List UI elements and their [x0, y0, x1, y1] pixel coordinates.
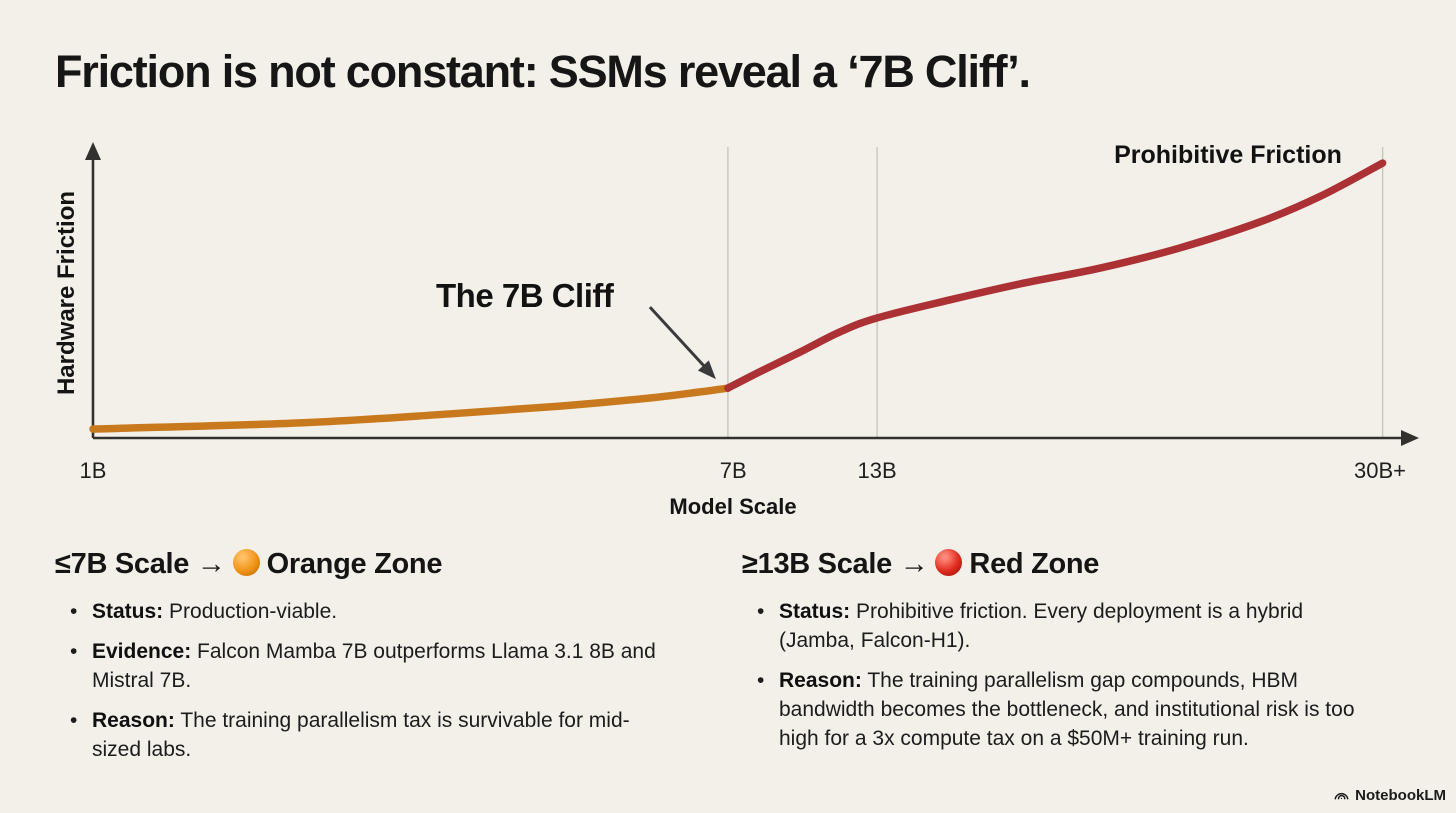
cliff-arrow [648, 306, 709, 371]
y-axis-label: Hardware Friction [53, 190, 80, 396]
list-item: Reason: The training parallelism tax is … [69, 706, 667, 764]
zone-name: Orange Zone [266, 548, 443, 580]
cliff-arrowhead [697, 360, 716, 380]
orange-circle-icon [232, 549, 260, 576]
x-axis-label: Model Scale [669, 494, 797, 519]
orange-zone-friction-curve [89, 384, 732, 433]
list-item: Status: Prohibitive friction. Every depl… [756, 597, 1378, 655]
x-tick-7b: 7B [719, 458, 747, 483]
x-tick-30b+: 30B+ [1354, 458, 1406, 483]
red-zone-heading: ≥13B Scale → Red Zone [742, 548, 1378, 581]
prohibitive-friction-label: Prohibitive Friction [1114, 141, 1342, 169]
cliff-annotation-label: The 7B Cliff [436, 277, 614, 314]
zone-scale-prefix: ≤7B Scale → [55, 548, 226, 580]
x-axis-arrowhead [1401, 430, 1419, 446]
orange-zone-column: ≤7B Scale → Orange Zone Status: Productio… [55, 548, 667, 775]
orange-zone-heading: ≤7B Scale → Orange Zone [55, 548, 667, 581]
footer-brand: NotebookLM [1355, 787, 1446, 804]
x-tick-13b: 13B [857, 458, 897, 483]
slide-title: Friction is not constant: SSMs reveal a … [55, 46, 1031, 97]
red-circle-icon [935, 549, 963, 576]
red-zone-bullets: Status: Prohibitive friction. Every depl… [756, 597, 1378, 753]
red-zone-friction-curve [724, 159, 1387, 392]
footer: NotebookLM [1333, 787, 1446, 804]
orange-zone-bullets: Status: Production-viable. Evidence: Falc… [69, 597, 667, 764]
red-zone-column: ≥13B Scale → Red Zone Status: Prohibitive… [742, 548, 1378, 764]
list-item: Evidence: Falcon Mamba 7B outperforms Ll… [69, 637, 667, 695]
zone-name: Red Zone [969, 548, 1100, 580]
notebooklm-logo-icon [1334, 792, 1349, 800]
list-item: Reason: The training parallelism gap com… [756, 666, 1378, 753]
zone-scale-prefix: ≥13B Scale → [742, 548, 929, 580]
x-tick-1b: 1B [79, 458, 107, 483]
y-axis-arrowhead [85, 142, 101, 160]
list-item: Status: Production-viable. [69, 597, 667, 626]
